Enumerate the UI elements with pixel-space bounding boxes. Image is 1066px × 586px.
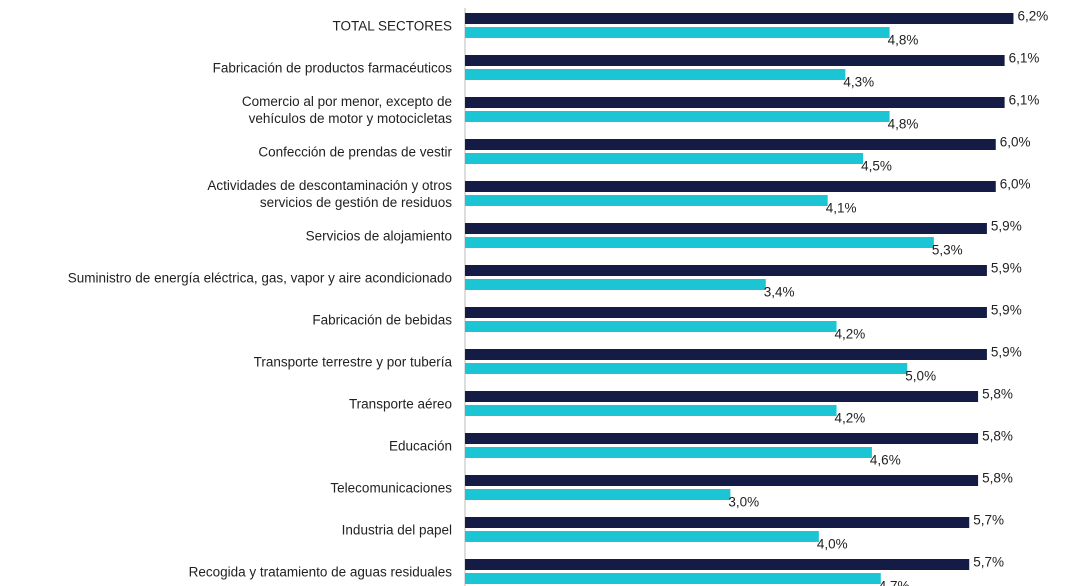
value-label: 4,0% xyxy=(816,536,848,552)
bar xyxy=(465,349,987,360)
bar xyxy=(465,265,987,276)
value-label: 4,7% xyxy=(878,578,910,586)
value-label: 5,3% xyxy=(931,242,963,258)
value-label: 5,7% xyxy=(973,512,1004,528)
category-label: Transporte aéreo xyxy=(348,396,452,412)
value-label: 6,1% xyxy=(1008,50,1040,66)
value-label: 3,4% xyxy=(763,284,795,300)
value-label: 4,3% xyxy=(843,74,875,90)
value-label: 4,8% xyxy=(887,32,919,48)
bar xyxy=(465,27,890,38)
bar xyxy=(465,13,1014,24)
bar xyxy=(465,391,979,402)
value-label: 5,9% xyxy=(990,260,1022,276)
value-label: 6,1% xyxy=(1008,92,1040,108)
value-label: 5,9% xyxy=(990,302,1022,318)
value-label: 4,6% xyxy=(869,452,901,468)
category-label: Educación xyxy=(388,438,452,454)
bar xyxy=(465,573,881,584)
value-label: 4,5% xyxy=(861,158,892,174)
category-label: Recogida y tratamiento de aguas residual… xyxy=(188,564,452,580)
value-label: 4,1% xyxy=(825,200,857,216)
value-label: 5,8% xyxy=(982,428,1013,444)
value-label: 3,0% xyxy=(728,494,760,510)
category-label: Telecomunicaciones xyxy=(330,480,452,496)
category-label: Fabricación de productos farmacéuticos xyxy=(212,60,452,76)
category-label: Transporte terrestre y por tubería xyxy=(253,354,452,370)
value-label: 6,0% xyxy=(999,134,1031,150)
value-label: 4,2% xyxy=(834,326,866,342)
bar xyxy=(465,237,934,248)
value-label: 4,8% xyxy=(887,116,919,132)
value-label: 5,0% xyxy=(905,368,937,384)
value-label: 6,0% xyxy=(999,176,1031,192)
value-label: 6,2% xyxy=(1017,8,1049,24)
bar xyxy=(465,111,890,122)
value-label: 5,8% xyxy=(982,386,1013,402)
value-label: 5,9% xyxy=(990,218,1022,234)
category-label: TOTAL SECTORES xyxy=(332,18,452,34)
category-label: Actividades de descontaminación y otros … xyxy=(207,178,452,210)
bar xyxy=(465,517,970,528)
category-label: Servicios de alojamiento xyxy=(305,228,452,244)
category-label: Confección de prendas de vestir xyxy=(258,144,452,160)
bar xyxy=(465,489,731,500)
value-label: 5,7% xyxy=(973,554,1004,570)
bar xyxy=(465,97,1005,108)
value-label: 5,8% xyxy=(982,470,1013,486)
bar xyxy=(465,139,996,150)
value-label: 4,2% xyxy=(834,410,866,426)
value-label: 5,9% xyxy=(990,344,1022,360)
bar xyxy=(465,55,1005,66)
bar xyxy=(465,307,987,318)
bar xyxy=(465,447,872,458)
category-label: Industria del papel xyxy=(341,522,452,538)
bar xyxy=(465,69,846,80)
bar xyxy=(465,531,819,542)
bar xyxy=(465,475,979,486)
bar xyxy=(465,181,996,192)
bar xyxy=(465,321,837,332)
bar xyxy=(465,223,987,234)
category-label: Comercio al por menor, excepto de vehícu… xyxy=(241,94,452,126)
category-label: Fabricación de bebidas xyxy=(312,312,452,328)
bar xyxy=(465,153,864,164)
bar xyxy=(465,405,837,416)
bar xyxy=(465,279,766,290)
bar xyxy=(465,363,908,374)
category-label: Suministro de energía eléctrica, gas, va… xyxy=(67,270,452,286)
bar xyxy=(465,559,970,570)
bar xyxy=(465,195,828,206)
bar xyxy=(465,433,979,444)
